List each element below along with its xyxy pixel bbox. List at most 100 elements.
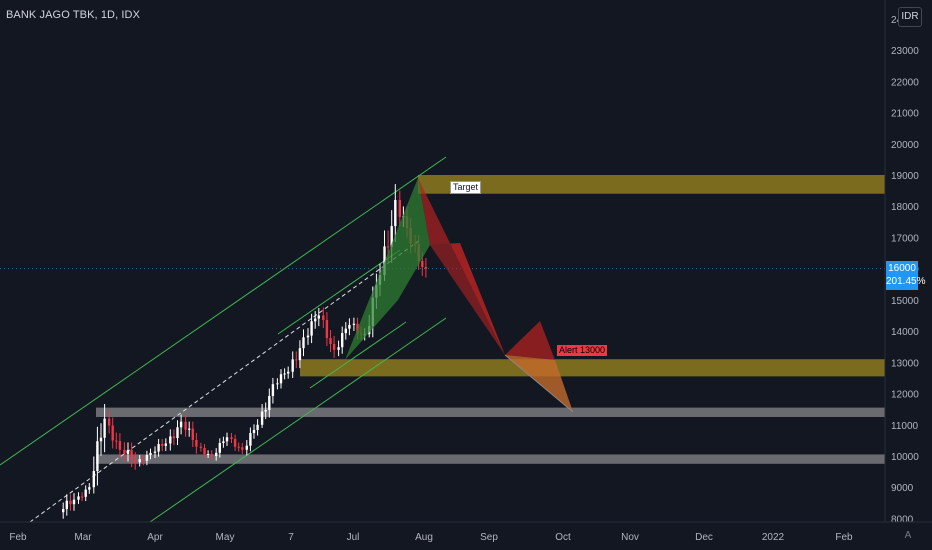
candle-body xyxy=(306,335,310,338)
alert-zone xyxy=(300,359,885,377)
candle-body xyxy=(390,226,393,247)
candle-body xyxy=(188,428,191,430)
y-tick-label: 13000 xyxy=(891,358,919,369)
candle-body xyxy=(77,496,80,500)
candle-body xyxy=(268,396,271,410)
time-axis: Feb Mar Apr May 7 Jul Aug Sep Oct Nov Dec 2022 Feb xyxy=(0,521,932,543)
y-tick-label: 22000 xyxy=(891,77,919,88)
y-tick-label: 14000 xyxy=(891,327,919,338)
y-tick-label: 17000 xyxy=(891,233,919,244)
channel-median-dashed xyxy=(29,239,421,523)
candle-body xyxy=(126,450,130,454)
candle-body xyxy=(96,441,99,472)
candle-body xyxy=(279,374,283,384)
alert-label[interactable]: Alert 13000 xyxy=(557,345,608,356)
outer-channel-top xyxy=(0,156,447,466)
candle-body xyxy=(62,509,65,513)
candle-body xyxy=(169,436,172,444)
candle-body xyxy=(421,260,424,267)
candle-body xyxy=(172,436,176,439)
y-tick-label: 10000 xyxy=(891,452,919,463)
last-price-value: 16000 xyxy=(888,263,916,274)
candle-body xyxy=(352,323,356,325)
candle-body xyxy=(325,319,329,339)
candle-body xyxy=(337,347,340,350)
harmonic-pattern xyxy=(345,178,574,413)
candle-body xyxy=(233,438,237,447)
candle-body xyxy=(191,428,194,440)
price-zones xyxy=(96,175,885,464)
candle-body xyxy=(84,489,87,497)
candle-body xyxy=(206,454,210,456)
candle-body xyxy=(237,446,240,448)
candle-body xyxy=(142,459,145,461)
candle-body xyxy=(199,446,203,448)
candle-body xyxy=(176,427,179,439)
candle-body xyxy=(115,440,118,442)
x-tick-label: May xyxy=(216,532,235,543)
x-tick-label: Sep xyxy=(480,532,498,543)
y-tick-label: 19000 xyxy=(891,171,919,182)
candle-body xyxy=(329,338,332,345)
y-tick-label: 23000 xyxy=(891,46,919,57)
candle-body xyxy=(291,359,294,372)
y-tick-label: 8000 xyxy=(891,514,914,525)
support-zone-2 xyxy=(96,454,885,464)
candle-body xyxy=(322,315,325,320)
candle-body xyxy=(252,429,256,434)
candle-body xyxy=(203,447,206,455)
candle-body xyxy=(145,455,149,461)
candle-body xyxy=(386,246,390,248)
currency-button[interactable]: IDR xyxy=(898,7,922,27)
auto-scale-button[interactable]: A xyxy=(904,530,912,541)
x-tick-label: Feb xyxy=(835,532,853,543)
x-tick-label: Apr xyxy=(147,532,163,543)
candle-body xyxy=(184,421,187,430)
projection-line xyxy=(504,354,574,413)
harmonic-leg-bc xyxy=(430,243,505,355)
x-tick-label: Feb xyxy=(9,532,27,543)
candles xyxy=(62,184,428,519)
candle-body xyxy=(107,418,111,426)
y-tick-label: 9000 xyxy=(891,483,914,494)
candle-body xyxy=(123,449,126,454)
candle-body xyxy=(118,441,122,450)
candle-body xyxy=(88,487,91,490)
candle-body xyxy=(344,328,347,334)
candle-body xyxy=(92,471,95,488)
candle-body xyxy=(99,437,103,442)
candle-body xyxy=(424,266,428,269)
x-tick-label: Dec xyxy=(695,532,713,543)
y-tick-label: 11000 xyxy=(891,421,919,432)
candle-body xyxy=(348,324,351,329)
candle-body xyxy=(241,447,244,450)
candle-body xyxy=(283,373,286,375)
candle-body xyxy=(383,246,386,275)
candle-body xyxy=(310,321,313,336)
x-tick-label: 7 xyxy=(288,532,294,543)
candle-body xyxy=(398,199,401,218)
candle-body xyxy=(111,425,114,441)
candle-body xyxy=(271,384,275,397)
candle-body xyxy=(256,424,259,430)
candle-body xyxy=(249,433,252,446)
inner-channel-bottom xyxy=(309,321,407,389)
candle-body xyxy=(103,418,106,438)
y-tick-label: 15000 xyxy=(891,296,919,307)
candle-body xyxy=(317,315,320,319)
candle-body xyxy=(225,437,229,442)
candle-body xyxy=(260,411,264,425)
candle-body xyxy=(222,441,225,444)
candle-body xyxy=(130,450,133,460)
x-tick-label: Mar xyxy=(74,532,92,543)
candle-body xyxy=(332,344,336,350)
candle-body xyxy=(72,499,76,505)
harmonic-leg-xa xyxy=(345,178,430,360)
candle-body xyxy=(134,459,137,463)
candle-body xyxy=(164,443,167,446)
target-label[interactable]: Target xyxy=(450,181,482,194)
candle-body xyxy=(394,199,397,227)
x-tick-label: Oct xyxy=(555,532,571,543)
last-price-change: 201.45% xyxy=(886,276,926,287)
